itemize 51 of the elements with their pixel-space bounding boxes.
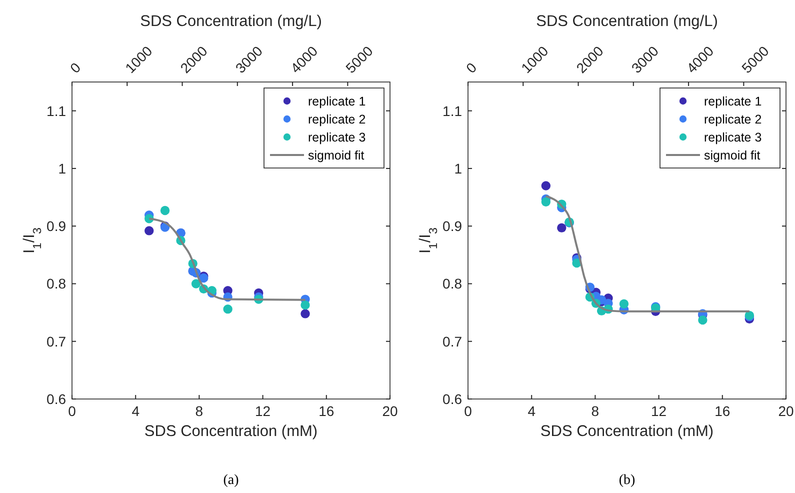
y-tick-label: 0.6 bbox=[46, 391, 66, 407]
x-tick-label: 12 bbox=[651, 403, 667, 419]
text: (a) bbox=[223, 473, 240, 488]
x2-tick-label: 0 bbox=[66, 59, 84, 76]
x2-axis-title: SDS Concentration (mg/L) bbox=[140, 13, 322, 30]
point bbox=[619, 299, 629, 308]
x2-axis-title: SDS Concentration (mg/L) bbox=[536, 13, 718, 30]
y-tick-label: 1.1 bbox=[442, 102, 462, 119]
y-tick-label: 0.6 bbox=[442, 391, 462, 407]
point bbox=[541, 181, 551, 190]
point bbox=[223, 304, 232, 314]
x-tick-label: 20 bbox=[382, 403, 398, 419]
x-tick-label: 16 bbox=[318, 403, 334, 419]
point bbox=[557, 223, 566, 232]
legend-label: replicate 2 bbox=[308, 112, 366, 126]
x-tick-label: 8 bbox=[195, 403, 204, 419]
y-tick-label: 1 bbox=[58, 160, 66, 176]
x-axis-title: SDS Concentration (mM) bbox=[144, 423, 318, 440]
point bbox=[541, 197, 551, 206]
point bbox=[191, 279, 201, 288]
y-tick-label: 1.1 bbox=[46, 102, 66, 119]
legend-label: sigmoid fit bbox=[704, 148, 761, 162]
x-tick-label: 8 bbox=[591, 403, 600, 419]
y-tick-label: 0.9 bbox=[442, 218, 462, 234]
point bbox=[160, 206, 170, 216]
y-tick-label: 0.7 bbox=[46, 333, 66, 350]
x-tick-label: 12 bbox=[255, 403, 271, 419]
legend-label: replicate 3 bbox=[308, 130, 366, 144]
x-tick-label: 20 bbox=[778, 403, 794, 419]
legend-label: replicate 3 bbox=[704, 130, 762, 144]
point bbox=[300, 309, 310, 318]
x-tick-label: 0 bbox=[68, 403, 76, 419]
x-tick-label: 4 bbox=[132, 403, 140, 419]
x-tick-label: 4 bbox=[528, 403, 536, 419]
legend-label: replicate 2 bbox=[704, 112, 762, 126]
y-tick-label: 1 bbox=[454, 160, 462, 176]
x-axis-title: SDS Concentration (mM) bbox=[540, 423, 714, 440]
y-tick-label: 0.8 bbox=[46, 276, 66, 292]
point bbox=[300, 300, 310, 310]
x-tick-label: 16 bbox=[714, 403, 730, 419]
point bbox=[698, 315, 708, 325]
legend-label: replicate 1 bbox=[308, 94, 366, 108]
legend-label: sigmoid fit bbox=[308, 148, 365, 162]
y-tick-label: 0.8 bbox=[442, 276, 462, 292]
text: (b) bbox=[618, 473, 636, 488]
y-tick-label: 0.9 bbox=[46, 218, 66, 234]
x-tick-label: 0 bbox=[464, 403, 472, 419]
y-tick-label: 0.7 bbox=[442, 333, 462, 350]
point bbox=[144, 226, 154, 236]
legend-label: replicate 1 bbox=[704, 94, 762, 108]
x2-tick-label: 0 bbox=[462, 59, 480, 76]
